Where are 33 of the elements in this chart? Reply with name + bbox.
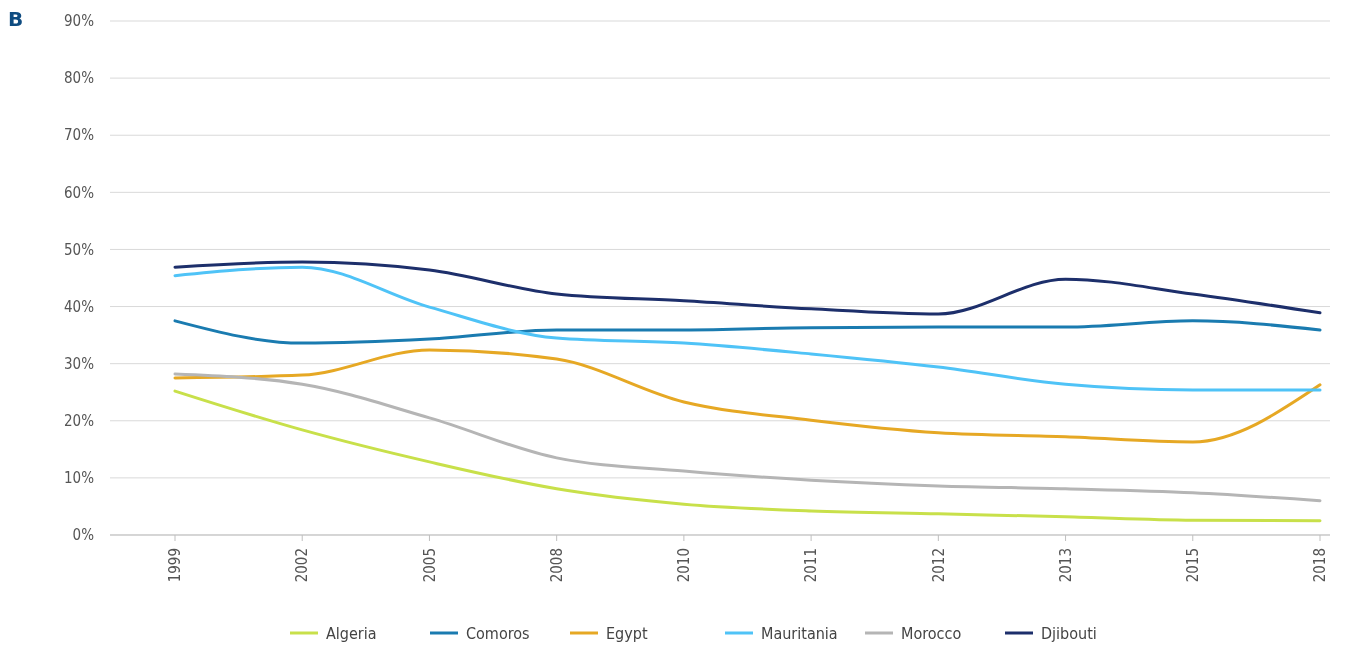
x-tick-label: 2010: [675, 548, 694, 583]
legend-label: Morocco: [901, 623, 962, 643]
line-series: [173, 372, 1322, 503]
legend-label: Egypt: [606, 623, 648, 643]
x-tick-label: 2012: [929, 548, 948, 583]
y-tick-label: 0%: [72, 526, 95, 545]
y-tick-label: 80%: [64, 69, 95, 88]
line-series: [173, 319, 1322, 345]
x-tick-label: 2018: [1311, 548, 1330, 583]
y-tick-label: 40%: [64, 297, 95, 316]
x-tick-label: 2008: [547, 548, 566, 583]
x-tick-label: 1999: [166, 548, 185, 583]
x-tick-label: 2011: [802, 548, 821, 583]
y-tick-label: 20%: [64, 412, 95, 431]
line-series: [173, 348, 1322, 444]
x-tick-label: 2015: [1184, 548, 1203, 583]
text: B: [8, 7, 24, 31]
y-tick-label: 70%: [64, 126, 95, 145]
y-tick-label: 30%: [64, 354, 95, 373]
x-tick-label: 2002: [293, 548, 312, 583]
legend-label: Algeria: [326, 623, 377, 643]
line-series: [173, 260, 1322, 316]
legend-label: Djibouti: [1041, 623, 1097, 643]
line-series: [173, 389, 1322, 523]
legend-label: Mauritania: [761, 623, 838, 643]
x-tick-label: 2013: [1056, 548, 1075, 583]
y-tick-label: 90%: [64, 12, 95, 31]
x-tick-label: 2005: [420, 548, 439, 583]
line-series: [173, 265, 1322, 392]
y-tick-label: 50%: [64, 240, 95, 259]
y-tick-label: 10%: [64, 469, 95, 488]
y-tick-label: 60%: [64, 183, 95, 202]
legend-label: Comoros: [466, 623, 530, 643]
